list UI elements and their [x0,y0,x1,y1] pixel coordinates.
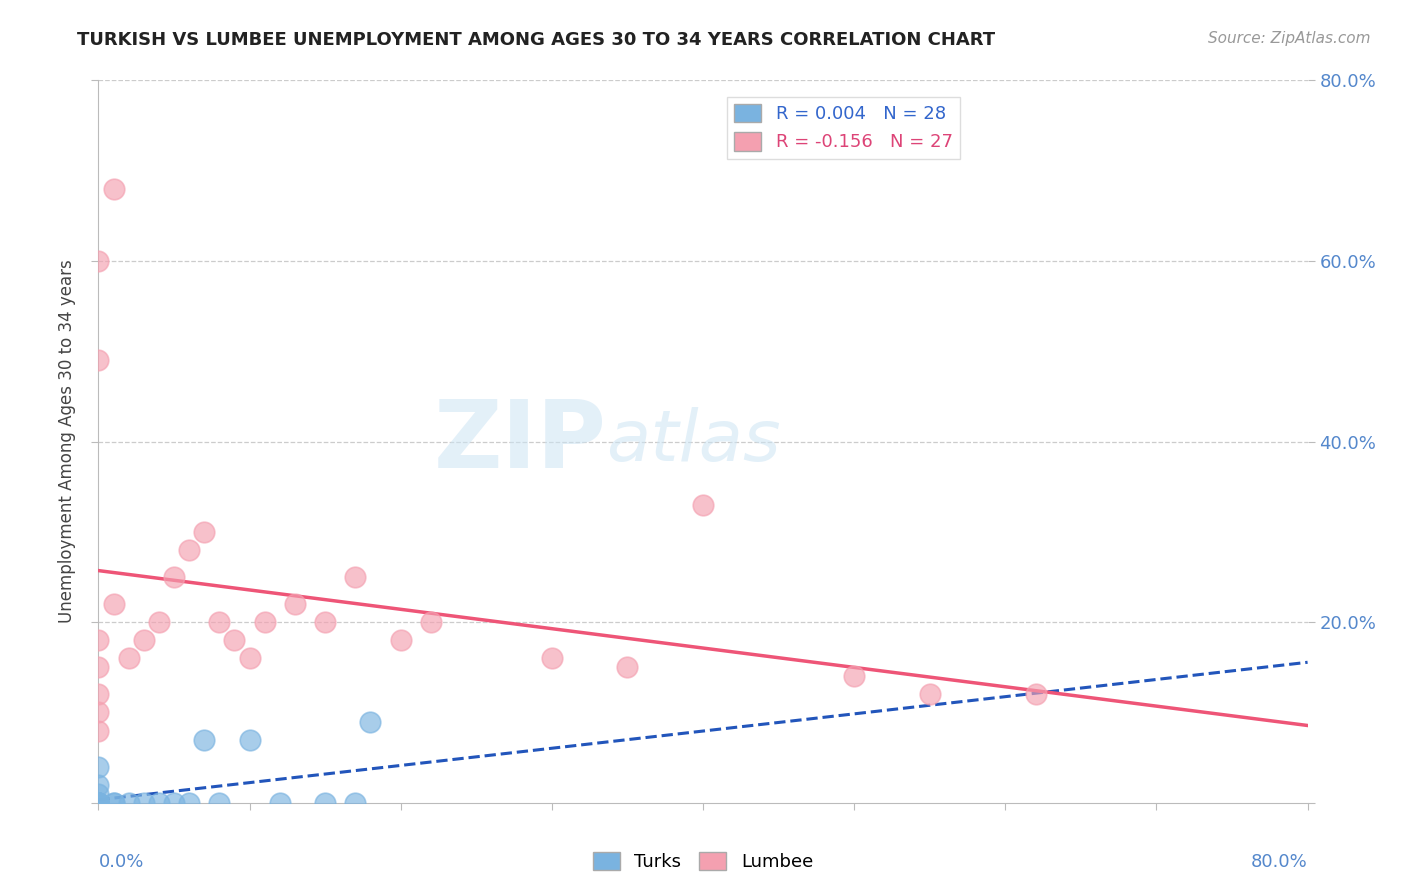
Text: TURKISH VS LUMBEE UNEMPLOYMENT AMONG AGES 30 TO 34 YEARS CORRELATION CHART: TURKISH VS LUMBEE UNEMPLOYMENT AMONG AGE… [77,31,995,49]
Point [87,796,110,810]
Point [118,796,141,810]
Point [540,651,562,665]
Point [208,615,231,630]
Text: Source: ZipAtlas.com: Source: ZipAtlas.com [1208,31,1371,46]
Point [87,796,110,810]
Point [87,723,110,738]
Point [163,796,186,810]
Point [193,732,215,747]
Point [844,669,866,683]
Point [87,778,110,792]
Point [314,796,336,810]
Point [193,524,215,539]
Y-axis label: Unemployment Among Ages 30 to 34 years: Unemployment Among Ages 30 to 34 years [58,260,76,624]
Point [87,796,110,810]
Point [360,714,382,729]
Point [269,796,291,810]
Point [692,498,714,512]
Point [918,687,941,701]
Point [87,687,110,701]
Text: ZIP: ZIP [433,395,606,488]
Point [148,615,170,630]
Point [87,760,110,774]
Text: 0.0%: 0.0% [98,854,143,871]
Point [208,796,231,810]
Point [179,542,201,557]
Point [179,796,201,810]
Point [148,796,170,810]
Point [87,796,110,810]
Point [87,633,110,648]
Point [103,182,125,196]
Point [239,651,262,665]
Point [284,597,307,611]
Point [420,615,443,630]
Legend: R = 0.004   N = 28, R = -0.156   N = 27: R = 0.004 N = 28, R = -0.156 N = 27 [727,96,960,159]
Point [253,615,276,630]
Text: atlas: atlas [606,407,780,476]
Point [87,796,110,810]
Point [87,796,110,810]
Point [87,787,110,801]
Point [87,796,110,810]
Point [87,796,110,810]
Legend: Turks, Lumbee: Turks, Lumbee [585,845,821,879]
Point [389,633,412,648]
Point [239,732,262,747]
Point [87,353,110,368]
Point [118,651,141,665]
Point [314,615,336,630]
Point [87,660,110,674]
Point [224,633,246,648]
Point [87,796,110,810]
Point [344,796,367,810]
Point [87,706,110,720]
Point [103,796,125,810]
Point [103,597,125,611]
Point [344,570,367,584]
Point [132,633,155,648]
Point [132,796,155,810]
Point [1024,687,1046,701]
Point [163,570,186,584]
Point [87,796,110,810]
Point [87,254,110,268]
Point [103,796,125,810]
Text: 80.0%: 80.0% [1251,854,1308,871]
Point [616,660,638,674]
Point [87,796,110,810]
